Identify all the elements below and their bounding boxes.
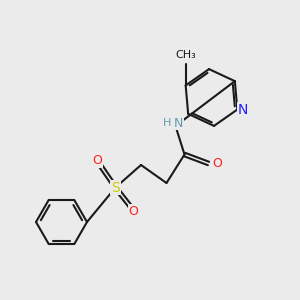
Text: O: O [93,154,102,167]
Text: CH₃: CH₃ [175,50,196,61]
Text: O: O [129,205,138,218]
Text: O: O [212,157,222,170]
Text: N: N [174,116,183,130]
Text: S: S [111,181,120,194]
Text: H: H [163,118,171,128]
Text: N: N [238,103,248,116]
